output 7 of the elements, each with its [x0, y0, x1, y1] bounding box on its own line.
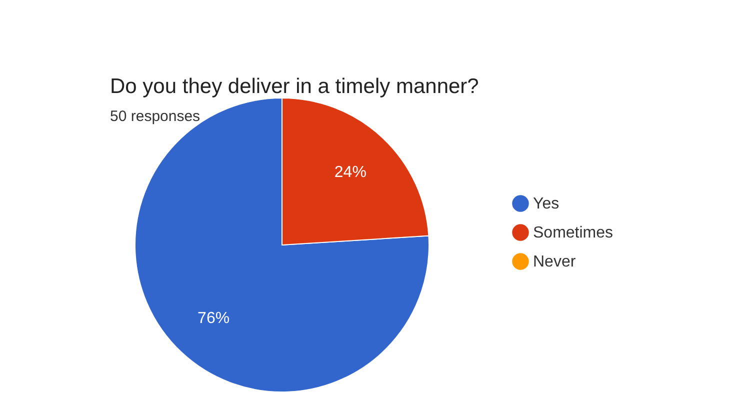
legend-label: Never	[533, 254, 576, 270]
data-label: 24%	[334, 164, 366, 182]
data-label: 76%	[198, 310, 230, 327]
text: 50 responses	[110, 108, 200, 125]
chart-title: Do you they deliver in a timely manner?	[110, 75, 479, 98]
legend-label: Yes	[533, 196, 560, 212]
legend-label: Sometimes	[533, 224, 614, 242]
